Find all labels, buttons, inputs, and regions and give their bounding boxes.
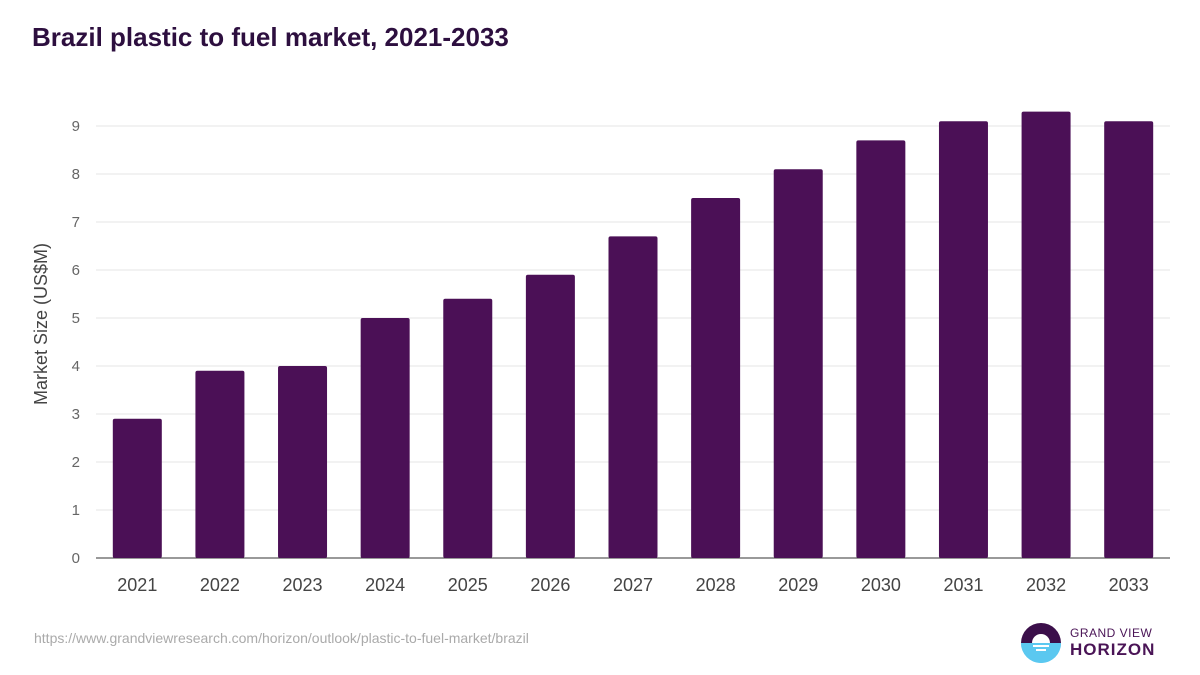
x-tick-label: 2021: [117, 575, 157, 595]
y-tick-label: 8: [72, 166, 80, 183]
horizon-logo-icon: [1021, 623, 1061, 663]
x-tick-label: 2030: [861, 575, 901, 595]
bar-2028: [691, 198, 741, 558]
x-tick-label: 2023: [283, 575, 323, 595]
bar-2029: [773, 169, 823, 558]
bar-2023: [278, 366, 328, 558]
x-tick-label: 2027: [613, 575, 653, 595]
x-tick-label: 2029: [778, 575, 818, 595]
logo-line2: HORIZON: [1070, 640, 1156, 659]
chart-title: Brazil plastic to fuel market, 2021-2033: [32, 22, 509, 52]
x-tick-label: 2033: [1109, 575, 1149, 595]
x-tick-label: 2026: [530, 575, 570, 595]
source-url[interactable]: https://www.grandviewresearch.com/horizo…: [34, 630, 529, 646]
y-tick-label: 5: [72, 310, 80, 327]
bar-2026: [525, 274, 575, 558]
x-tick-label: 2022: [200, 575, 240, 595]
bar-2027: [608, 236, 658, 558]
x-tick-label: 2025: [448, 575, 488, 595]
logo-line1: GRAND VIEW: [1070, 626, 1153, 640]
x-tick-label: 2028: [696, 575, 736, 595]
grand-view-horizon-logo: GRAND VIEW HORIZON: [1020, 622, 1155, 664]
bar-2033: [1104, 121, 1154, 558]
bar-2031: [938, 121, 988, 558]
bar-2025: [443, 298, 493, 558]
y-tick-label: 0: [72, 550, 80, 567]
y-tick-label: 4: [72, 358, 80, 375]
y-tick-label: 6: [72, 262, 80, 279]
bar-2032: [1021, 111, 1071, 558]
x-tick-label: 2031: [943, 575, 983, 595]
x-tick-label: 2032: [1026, 575, 1066, 595]
bar-2030: [856, 140, 906, 558]
y-axis-label: Market Size (US$M): [31, 243, 51, 405]
y-tick-label: 3: [72, 406, 80, 423]
bar-2021: [112, 418, 162, 558]
y-tick-label: 2: [72, 454, 80, 471]
bar-2022: [195, 370, 245, 558]
x-tick-label: 2024: [365, 575, 405, 595]
y-tick-label: 7: [72, 214, 80, 231]
bar-2024: [360, 318, 410, 558]
y-tick-label: 9: [72, 118, 80, 135]
y-tick-label: 1: [72, 502, 80, 519]
